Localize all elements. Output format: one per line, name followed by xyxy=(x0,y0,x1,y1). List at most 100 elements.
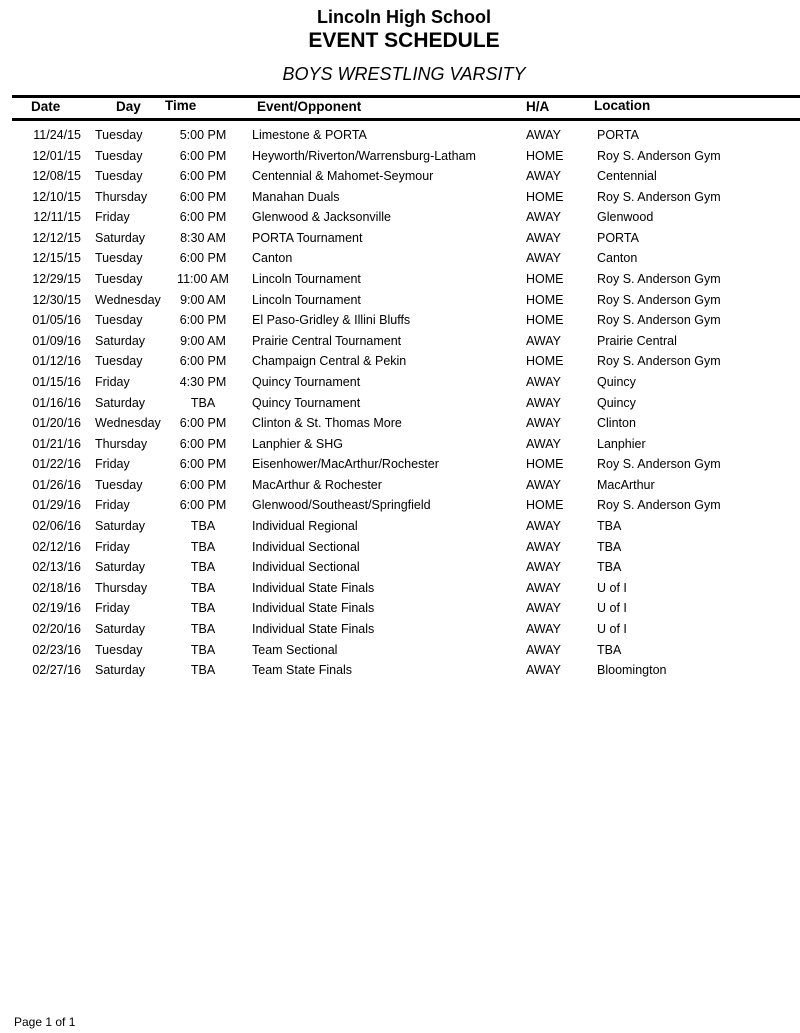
cell-time: 4:30 PM xyxy=(179,374,227,389)
cell-time: TBA xyxy=(190,519,216,534)
cell-day: Wednesday xyxy=(95,416,161,431)
table-row: 01/20/16 Wednesday 6:00 PM Clinton & St. Th… xyxy=(0,416,800,436)
cell-time: 6:00 PM xyxy=(179,436,227,451)
cell-home-away: HOME xyxy=(526,457,564,472)
cell-location: Canton xyxy=(597,251,638,266)
cell-home-away: HOME xyxy=(526,313,564,328)
cell-event: Individual Regional xyxy=(252,519,358,534)
cell-location: U of I xyxy=(597,621,627,636)
cell-location: Roy S. Anderson Gym xyxy=(597,189,721,204)
cell-home-away: HOME xyxy=(526,148,564,163)
cell-day: Tuesday xyxy=(95,128,143,142)
cell-home-away: AWAY xyxy=(526,539,561,554)
table-row: 12/15/15 Tuesday 6:00 PM Canton AWAY Canton xyxy=(0,251,800,271)
cell-event: Prairie Central Tournament xyxy=(252,333,402,348)
cell-event: El Paso-Gridley & Illini Bluffs xyxy=(252,313,411,328)
cell-time: TBA xyxy=(190,601,216,616)
cell-date: 11/24/15 xyxy=(33,128,81,142)
cell-event: Manahan Duals xyxy=(252,189,340,204)
table-row: 12/30/15 Wednesday 9:00 AM Lincoln Tourname… xyxy=(0,293,800,313)
cell-home-away: AWAY xyxy=(526,374,561,389)
cell-location: Quincy xyxy=(597,374,636,389)
cell-location: Quincy xyxy=(597,395,636,410)
column-header-day: Day xyxy=(116,99,141,114)
cell-date: 02/19/16 xyxy=(32,601,81,616)
cell-day: Saturday xyxy=(95,395,146,410)
page-number: Page 1 of 1 xyxy=(14,1015,76,1029)
cell-location: MacArthur xyxy=(597,477,655,492)
page-title: EVENT SCHEDULE xyxy=(308,29,500,52)
cell-home-away: HOME xyxy=(526,189,564,204)
cell-event: Individual Sectional xyxy=(252,539,360,554)
cell-event: Individual State Finals xyxy=(252,621,375,636)
column-header-ha: H/A xyxy=(526,99,550,114)
cell-location: Bloomington xyxy=(597,663,667,678)
cell-day: Thursday xyxy=(95,580,148,595)
table-row: 01/12/16 Tuesday 6:00 PM Champaign Central … xyxy=(0,354,800,374)
cell-event: Canton xyxy=(252,251,293,266)
cell-home-away: AWAY xyxy=(526,230,561,245)
cell-day: Friday xyxy=(95,498,130,513)
cell-date: 12/29/15 xyxy=(32,272,81,287)
cell-location: Roy S. Anderson Gym xyxy=(597,313,721,328)
table-row: 01/05/16 Tuesday 6:00 PM El Paso-Gridley & … xyxy=(0,313,800,333)
table-row: 01/16/16 Saturday TBA Quincy Tournament AWAY… xyxy=(0,396,800,416)
column-header-date: Date xyxy=(31,99,61,114)
cell-date: 12/15/15 xyxy=(32,251,81,266)
cell-day: Friday xyxy=(95,374,130,389)
cell-location: Centennial xyxy=(597,169,657,184)
cell-home-away: AWAY xyxy=(526,663,561,678)
table-row: 02/18/16 Thursday TBA Individual State Fina… xyxy=(0,581,800,601)
cell-date: 02/12/16 xyxy=(32,539,81,554)
cell-time: TBA xyxy=(190,621,216,636)
table-row: 12/29/15 Tuesday 11:00 AM Lincoln Tournamen… xyxy=(0,272,800,292)
cell-date: 12/08/15 xyxy=(32,169,81,184)
cell-home-away: AWAY xyxy=(526,169,561,184)
cell-day: Thursday xyxy=(95,436,148,451)
cell-time: 6:00 PM xyxy=(179,477,227,492)
cell-date: 01/05/16 xyxy=(32,313,81,328)
table-row: 01/22/16 Friday 6:00 PM Eisenhower/MacArthu… xyxy=(0,457,800,477)
cell-time: 6:00 PM xyxy=(179,498,227,513)
header-rule-bottom xyxy=(12,118,800,121)
cell-event: Limestone & PORTA xyxy=(252,128,367,142)
cell-time: 6:00 PM xyxy=(179,251,227,266)
cell-event: Heyworth/Riverton/Warrensburg-Latham xyxy=(252,148,476,163)
cell-time: 6:00 PM xyxy=(179,457,227,472)
school-name: Lincoln High School xyxy=(317,7,491,27)
cell-time: 6:00 PM xyxy=(179,148,227,163)
cell-event: Centennial & Mahomet-Seymour xyxy=(252,169,434,184)
cell-location: Roy S. Anderson Gym xyxy=(597,457,721,472)
cell-event: Individual Sectional xyxy=(252,560,360,575)
cell-location: Glenwood xyxy=(597,210,654,225)
cell-home-away: HOME xyxy=(526,498,564,513)
cell-location: Roy S. Anderson Gym xyxy=(597,148,721,163)
cell-home-away: AWAY xyxy=(526,601,561,616)
table-row: 02/06/16 Saturday TBA Individual Regional AW… xyxy=(0,519,800,539)
cell-location: Prairie Central xyxy=(597,333,677,348)
cell-time: TBA xyxy=(190,560,216,575)
cell-home-away: AWAY xyxy=(526,128,561,142)
cell-date: 12/12/15 xyxy=(32,230,81,245)
cell-day: Saturday xyxy=(95,621,146,636)
cell-date: 01/15/16 xyxy=(32,374,81,389)
table-row: 01/26/16 Tuesday 6:00 PM MacArthur & Roches… xyxy=(0,478,800,498)
column-header-time: Time xyxy=(165,98,197,113)
header-rule-top xyxy=(12,95,800,98)
cell-event: Champaign Central & Pekin xyxy=(252,354,407,369)
schedule-subtitle: BOYS WRESTLING VARSITY xyxy=(282,64,526,84)
cell-time: 6:00 PM xyxy=(179,416,227,431)
cell-day: Friday xyxy=(95,210,130,225)
cell-date: 12/10/15 xyxy=(32,189,81,204)
cell-day: Friday xyxy=(95,539,130,554)
cell-time: TBA xyxy=(190,580,216,595)
cell-time: 6:00 PM xyxy=(179,210,227,225)
cell-home-away: AWAY xyxy=(526,251,561,266)
table-row: 02/12/16 Friday TBA Individual Sectional AWA… xyxy=(0,540,800,560)
cell-day: Tuesday xyxy=(95,354,143,369)
table-row: 01/09/16 Saturday 9:00 AM Prairie Central T… xyxy=(0,334,800,354)
cell-location: PORTA xyxy=(597,230,639,245)
cell-date: 01/29/16 xyxy=(32,498,81,513)
cell-home-away: AWAY xyxy=(526,477,561,492)
cell-day: Thursday xyxy=(95,189,148,204)
